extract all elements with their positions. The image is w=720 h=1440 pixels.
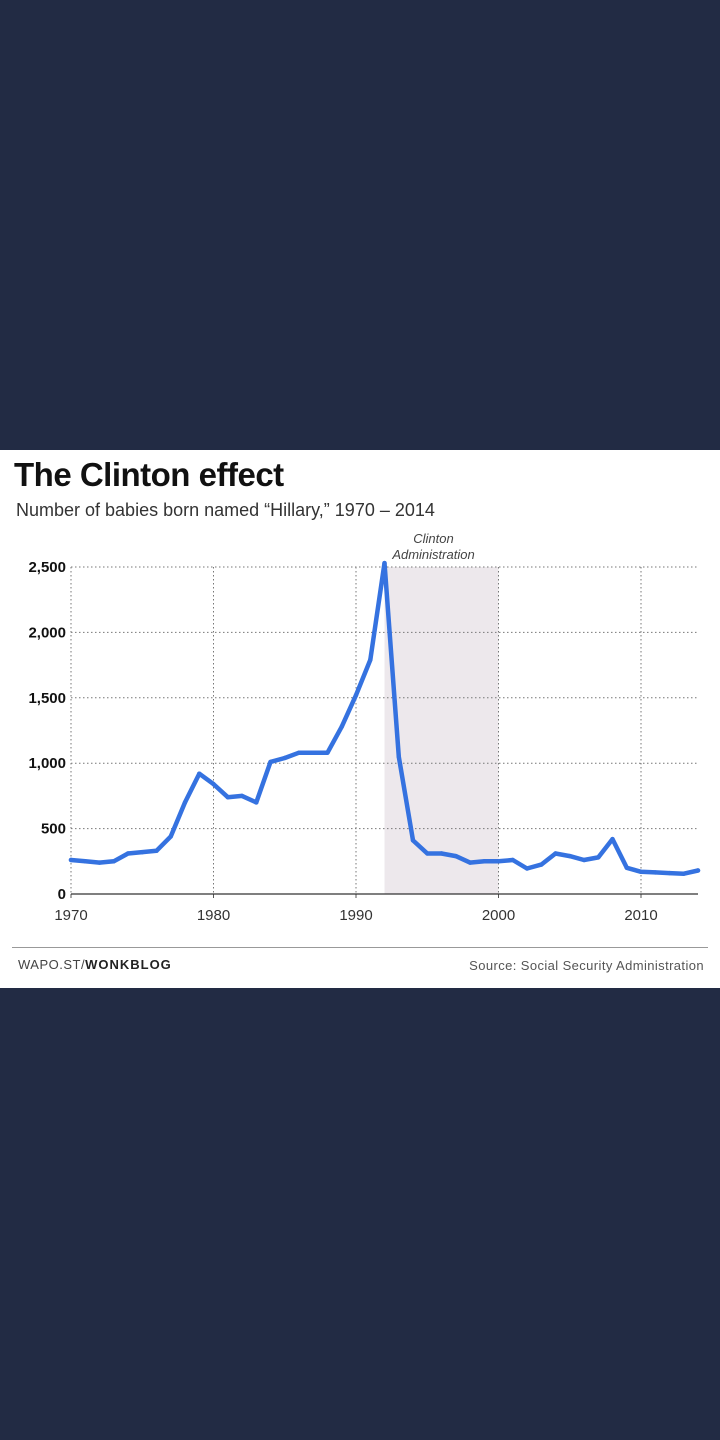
- data-point: [396, 754, 401, 759]
- data-point: [510, 857, 515, 863]
- x-tick-label: 2000: [482, 907, 515, 924]
- data-point: [140, 849, 145, 855]
- data-point: [83, 859, 88, 864]
- data-point: [197, 771, 202, 776]
- y-tick-label: 1,500: [28, 690, 66, 707]
- x-tick-label: 1990: [339, 907, 372, 924]
- data-point: [239, 793, 245, 799]
- y-tick-label: 0: [58, 886, 66, 903]
- data-point: [325, 750, 330, 755]
- data-point: [610, 836, 615, 842]
- data-point: [581, 857, 587, 863]
- data-point: [539, 862, 544, 867]
- x-tick-label: 1970: [54, 907, 87, 924]
- chart-title: The Clinton effect: [14, 456, 284, 493]
- data-point: [653, 870, 658, 875]
- data-point: [111, 859, 116, 864]
- data-point: [225, 795, 230, 800]
- source-note: Source: Social Security Administration: [469, 958, 704, 973]
- data-point: [496, 859, 501, 864]
- data-point: [410, 838, 416, 843]
- data-point: [282, 755, 287, 761]
- data-point: [624, 865, 629, 871]
- y-tick-label: 2,500: [28, 559, 66, 576]
- footer-divider: [12, 947, 708, 948]
- data-point: [97, 860, 102, 865]
- footer-site: WAPO.ST/: [18, 957, 86, 972]
- data-point: [125, 851, 131, 856]
- data-point: [311, 750, 316, 755]
- footer-section: WONKBLOG: [85, 957, 172, 972]
- data-point: [553, 851, 558, 856]
- data-point: [353, 692, 359, 698]
- y-tick-label: 500: [41, 821, 66, 838]
- data-point: [425, 851, 430, 856]
- data-point: [439, 851, 444, 856]
- data-point: [681, 871, 686, 876]
- data-point: [482, 859, 487, 864]
- data-point: [339, 724, 344, 729]
- footer-credit: WAPO.ST/WONKBLOG: [18, 957, 172, 972]
- y-tick-label: 1,000: [28, 755, 66, 772]
- data-point: [382, 560, 387, 566]
- data-point: [667, 870, 672, 876]
- data-point: [254, 800, 259, 805]
- data-point: [695, 868, 701, 873]
- chart-subtitle: Number of babies born named “Hillary,” 1…: [16, 500, 435, 520]
- data-point: [638, 869, 644, 874]
- data-point: [596, 855, 601, 860]
- data-point: [567, 853, 572, 859]
- annotation-label: Administration: [391, 547, 474, 562]
- data-point: [211, 781, 216, 787]
- data-point: [467, 860, 473, 865]
- data-point: [296, 750, 302, 755]
- data-point: [168, 834, 173, 839]
- x-tick-label: 2010: [624, 907, 657, 924]
- data-point: [453, 853, 458, 859]
- y-tick-label: 2,000: [28, 624, 66, 641]
- data-point: [68, 857, 74, 863]
- data-point: [182, 800, 188, 805]
- chart-card: The Clinton effect Number of babies born…: [0, 450, 720, 988]
- data-point: [154, 848, 159, 854]
- data-point: [368, 657, 373, 663]
- x-tick-label: 1980: [197, 907, 230, 924]
- data-point: [268, 759, 273, 765]
- data-point: [524, 866, 530, 871]
- clinton-administration-band: [384, 567, 499, 894]
- annotation-label: Clinton: [413, 531, 453, 546]
